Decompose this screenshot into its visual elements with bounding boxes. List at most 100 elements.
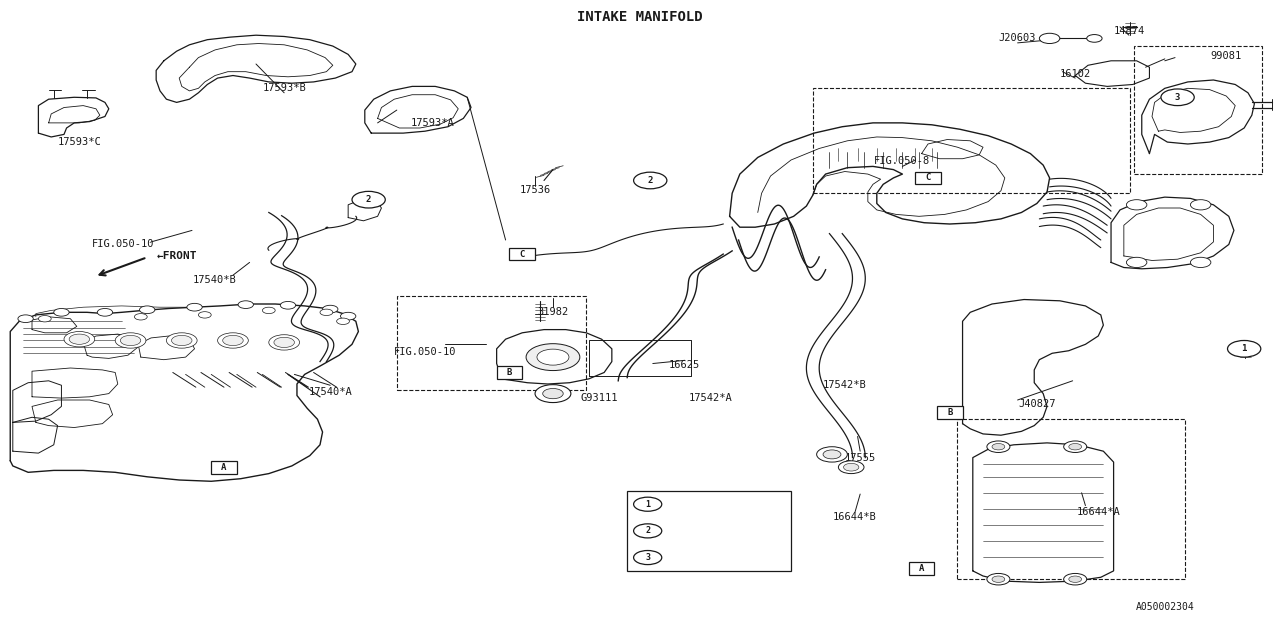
Text: 16644*A: 16644*A: [1076, 507, 1120, 517]
Text: 17593*A: 17593*A: [411, 118, 454, 128]
Circle shape: [323, 305, 338, 313]
Text: B: B: [507, 368, 512, 377]
Bar: [909, 562, 934, 575]
Circle shape: [844, 463, 859, 471]
Circle shape: [634, 172, 667, 189]
Text: FIG.050-10: FIG.050-10: [394, 347, 456, 357]
Circle shape: [218, 333, 248, 348]
Bar: [813, 88, 1130, 193]
Circle shape: [1228, 340, 1261, 357]
Circle shape: [223, 335, 243, 346]
Circle shape: [987, 441, 1010, 452]
Text: 17593*C: 17593*C: [58, 137, 101, 147]
Text: 2: 2: [648, 176, 653, 185]
Text: J20601: J20601: [676, 526, 712, 536]
Text: G93111: G93111: [580, 393, 618, 403]
Circle shape: [992, 444, 1005, 450]
Text: 2: 2: [366, 195, 371, 204]
Bar: [957, 419, 1185, 579]
Circle shape: [992, 576, 1005, 582]
Circle shape: [38, 316, 51, 322]
Text: 16625: 16625: [669, 360, 700, 370]
Circle shape: [69, 334, 90, 344]
Bar: [937, 406, 963, 419]
Ellipse shape: [538, 349, 570, 365]
Circle shape: [64, 332, 95, 347]
Text: 1: 1: [1242, 344, 1247, 353]
Circle shape: [1087, 35, 1102, 42]
Circle shape: [187, 303, 202, 311]
Ellipse shape: [526, 344, 580, 371]
Text: 17542*B: 17542*B: [823, 380, 867, 390]
Circle shape: [1064, 441, 1087, 452]
Circle shape: [262, 307, 275, 314]
Text: ←FRONT: ←FRONT: [156, 251, 197, 261]
Text: 16644*B: 16644*B: [833, 512, 877, 522]
Circle shape: [140, 306, 155, 314]
Circle shape: [198, 312, 211, 318]
Text: 31982: 31982: [538, 307, 568, 317]
Text: INTAKE MANIFOLD: INTAKE MANIFOLD: [577, 10, 703, 24]
Text: A: A: [919, 564, 924, 573]
Circle shape: [1069, 576, 1082, 582]
Circle shape: [18, 315, 33, 323]
Text: 17555: 17555: [845, 452, 876, 463]
Text: B: B: [947, 408, 952, 417]
Circle shape: [1190, 257, 1211, 268]
Circle shape: [120, 335, 141, 346]
Circle shape: [172, 335, 192, 346]
Circle shape: [1126, 257, 1147, 268]
Circle shape: [166, 333, 197, 348]
Text: 1: 1: [645, 500, 650, 509]
Text: 17536: 17536: [520, 185, 550, 195]
Circle shape: [1190, 200, 1211, 210]
Bar: [1134, 46, 1262, 174]
Circle shape: [838, 461, 864, 474]
Circle shape: [1064, 573, 1087, 585]
Text: 3: 3: [645, 553, 650, 562]
Circle shape: [274, 337, 294, 348]
Text: 17593*B: 17593*B: [262, 83, 306, 93]
Text: 17540*A: 17540*A: [308, 387, 352, 397]
Text: FIG.050-10: FIG.050-10: [92, 239, 154, 250]
Text: FIG.050-8: FIG.050-8: [874, 156, 931, 166]
Circle shape: [115, 333, 146, 348]
Circle shape: [320, 309, 333, 316]
Text: C: C: [925, 173, 931, 182]
Text: 14874: 14874: [1114, 26, 1144, 36]
Text: J40827: J40827: [1018, 399, 1056, 410]
Circle shape: [337, 318, 349, 324]
Circle shape: [352, 191, 385, 208]
Text: A050002304: A050002304: [1135, 602, 1194, 612]
Text: 16102: 16102: [1060, 68, 1091, 79]
Circle shape: [269, 335, 300, 350]
Bar: [627, 491, 791, 571]
Circle shape: [634, 550, 662, 564]
Circle shape: [634, 524, 662, 538]
Text: 99081: 99081: [1211, 51, 1242, 61]
Circle shape: [97, 308, 113, 316]
Text: C: C: [520, 250, 525, 259]
Text: A: A: [221, 463, 227, 472]
Text: 17540*B: 17540*B: [193, 275, 237, 285]
Circle shape: [238, 301, 253, 308]
Bar: [915, 172, 941, 184]
Text: 2: 2: [645, 526, 650, 536]
Bar: [397, 296, 586, 390]
Circle shape: [823, 450, 841, 459]
Text: J2088: J2088: [676, 499, 705, 509]
Circle shape: [1126, 200, 1147, 210]
Circle shape: [543, 388, 563, 399]
Circle shape: [817, 447, 847, 462]
Circle shape: [134, 314, 147, 320]
Text: J10688: J10688: [676, 552, 712, 563]
Bar: [497, 366, 522, 379]
Circle shape: [340, 312, 356, 320]
Circle shape: [54, 308, 69, 316]
Circle shape: [1161, 89, 1194, 106]
Text: J20603: J20603: [998, 33, 1037, 44]
Bar: [211, 461, 237, 474]
Circle shape: [280, 301, 296, 309]
Circle shape: [634, 497, 662, 511]
Text: 3: 3: [1175, 93, 1180, 102]
